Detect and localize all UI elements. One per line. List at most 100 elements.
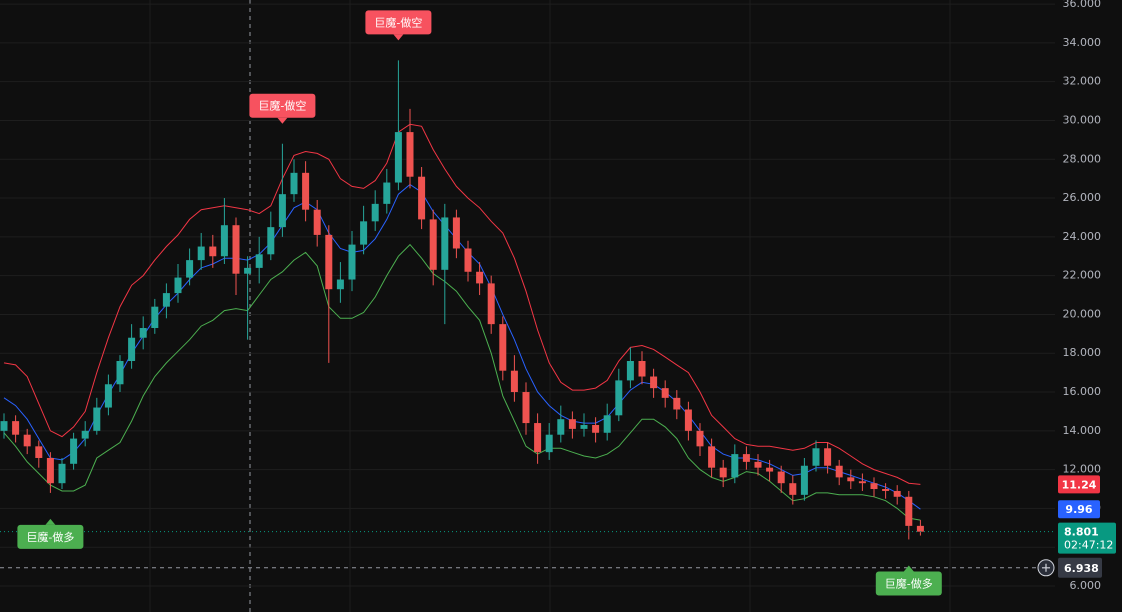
candle-body [754, 461, 762, 468]
candle-body [186, 260, 194, 278]
candle-body [70, 438, 78, 464]
candle-body [638, 360, 646, 377]
candle-body [742, 454, 750, 462]
candle-body [35, 446, 43, 458]
price-tag [1058, 500, 1100, 519]
candle-body [499, 324, 507, 371]
last-price-tag [1058, 522, 1116, 554]
candle-body [684, 409, 692, 431]
candle-body [336, 279, 344, 290]
candle-body [696, 430, 704, 447]
candle-body [267, 227, 275, 255]
candle-body [209, 246, 217, 257]
y-tick-label: 32.000 [1063, 75, 1102, 88]
candle-body [580, 425, 588, 429]
signal-box [365, 10, 432, 35]
candle-body [557, 419, 565, 435]
signal-pointer [277, 117, 288, 124]
candle-body [812, 448, 820, 466]
candle-body [290, 172, 298, 195]
countdown-label: 02:47:12 [1064, 539, 1113, 552]
candle-body [487, 283, 495, 325]
y-tick-label: 28.000 [1063, 152, 1102, 165]
candle-body [93, 407, 101, 431]
candle-body [464, 248, 472, 272]
candle-body [650, 376, 658, 389]
candle-body [325, 234, 333, 290]
band-upper [3, 123, 921, 485]
candle-body [139, 328, 147, 338]
candle-body [905, 496, 913, 526]
candle-body [348, 244, 356, 280]
crosshair-tag [1058, 557, 1102, 578]
candle-body [220, 225, 228, 257]
candle-body [452, 217, 460, 249]
candle-body [882, 489, 890, 491]
y-tick-label: 26.000 [1063, 191, 1102, 204]
candle-body [858, 481, 866, 484]
add-icon-plus [1042, 563, 1050, 572]
y-tick-label: 16.000 [1063, 385, 1102, 398]
last-price-label: 8.801 [1064, 526, 1099, 539]
signal-pointer [903, 565, 914, 572]
candle-body [441, 217, 449, 270]
price-tag-label: 11.24 [1062, 478, 1097, 491]
candle-body [383, 182, 391, 204]
candle-body [719, 467, 727, 478]
candle-body [394, 132, 402, 183]
candle-body [81, 430, 89, 439]
candle-body [128, 337, 136, 361]
signal-pointer [393, 34, 404, 41]
candle-body [278, 194, 286, 228]
y-tick-label: 22.000 [1063, 269, 1102, 282]
candle-body [371, 203, 379, 222]
candle-body [800, 465, 808, 495]
candle-body [847, 477, 855, 482]
candle-body [58, 463, 66, 484]
price-tag [1058, 475, 1100, 494]
candle-body [510, 370, 518, 393]
y-tick-label: 18.000 [1063, 346, 1102, 359]
candle-body [824, 448, 832, 466]
candle-body [429, 219, 437, 270]
candle-body [360, 221, 368, 245]
candle-body [0, 421, 8, 431]
candle-body [661, 388, 669, 398]
candle-body [916, 525, 924, 532]
crosshair-label: 6.938 [1064, 562, 1099, 575]
candle-body [592, 425, 600, 433]
candle-body [708, 446, 716, 468]
candle-body [12, 421, 20, 435]
y-tick-label: 30.000 [1063, 113, 1102, 126]
y-tick-label: 34.000 [1063, 36, 1102, 49]
y-tick-label: 6.000 [1070, 579, 1102, 592]
candle-body [766, 467, 774, 472]
candle-body [522, 392, 530, 424]
candle-body [476, 271, 484, 284]
y-tick-label: 24.000 [1063, 230, 1102, 243]
candle-body [174, 277, 182, 294]
candle-body [626, 360, 634, 381]
candle-body [568, 419, 576, 429]
candle-body [244, 267, 252, 274]
candle-body [534, 423, 542, 453]
signal-box [875, 571, 942, 596]
candle-body [116, 360, 124, 385]
candle-body [46, 457, 54, 484]
candle-body [162, 293, 170, 307]
signal-pointer [45, 518, 56, 525]
candle-body [313, 209, 321, 235]
candle-body [777, 471, 785, 484]
signal-box [17, 524, 84, 549]
candle-body [232, 225, 240, 274]
band-lower [3, 243, 921, 521]
candle-body [893, 490, 901, 497]
y-tick-label: 20.000 [1063, 307, 1102, 320]
y-tick-label: 12.000 [1063, 463, 1102, 476]
signal-label: 巨魔-做多 [885, 576, 933, 590]
signal-box [249, 93, 316, 118]
y-tick-label: 36.000 [1063, 0, 1102, 10]
